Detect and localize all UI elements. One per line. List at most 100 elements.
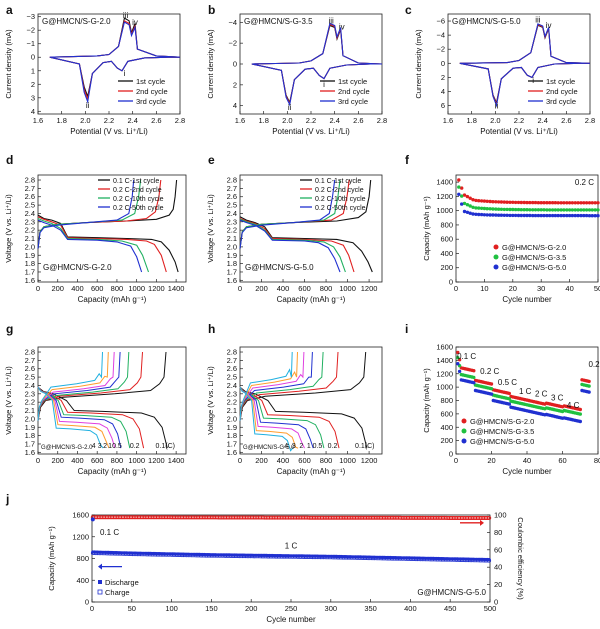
rate-label: 0.1(C) [355,443,374,450]
data-point [531,200,535,205]
data-point [531,208,535,212]
panel-label: b [208,3,215,17]
peak-label: iii [123,11,129,20]
legend-marker [98,580,102,584]
y2-tick-label: 100 [494,511,507,520]
y-tick-label: 800 [440,396,453,405]
y-tick-label: 4 [441,87,445,96]
y-tick-label: 6 [441,101,445,110]
data-point [471,205,475,209]
rate-label: 0.5 C [498,378,517,387]
x-tick-label: 2.2 [104,116,114,125]
data-point [565,201,569,205]
x-tick-label: 2.0 [80,116,90,125]
y-tick-label: 1.7 [227,267,237,276]
y-tick-label: 1400 [436,178,453,187]
rate-label: 1 C [519,387,532,396]
y-tick-label: 2.4 [25,209,35,218]
panel-label: f [405,153,410,167]
x-tick-label: 1.8 [466,116,476,125]
y-tick-label: 2.1 [25,234,35,243]
data-point [505,200,509,204]
x-axis-label: Capacity (mAh g⁻¹) [277,467,346,476]
y-tick-label: −2 [228,39,237,48]
data-point [522,208,526,212]
voltage-curve [37,219,143,273]
data-point [488,199,492,204]
panel-c: c 1.6 1.8 2.0 2.2 2.4 2.6 2.8 −6 −4 −2 0 2 4 6 Potentia… [405,3,595,136]
data-point [545,213,549,218]
data-point [578,407,582,412]
peak-label: i [123,69,125,78]
x-tick-label: 250 [285,604,298,613]
y-tick-label: 2 [233,80,237,89]
data-point [584,213,589,218]
x-tick-label: 0 [238,284,242,293]
data-point [548,201,552,205]
y-tick-label: 1.9 [25,423,35,432]
x-tick-label: 0 [454,284,458,293]
panel-label: h [208,322,215,336]
data-point [457,192,461,196]
legend-marker [493,254,499,260]
peak-label: ii [288,103,292,112]
x-tick-label: 0 [238,456,242,465]
panel-label: a [6,3,13,17]
sample-label: G@HMCN/S-G-2.0 [41,445,93,451]
data-point [462,209,467,214]
voltage-curve [37,179,135,249]
y-tick-label: 2.5 [25,373,35,382]
legend-entry: 1st cycle [338,77,367,86]
data-point [539,201,543,205]
y-axis-label: Capacity (mAh g⁻¹) [422,196,431,261]
data-point [508,200,512,204]
data-point [508,213,512,218]
data-point [590,208,594,212]
x-tick-label: 2.8 [175,116,185,125]
x-tick-label: 2.6 [561,116,571,125]
panel-j: j0 50 100 150 200 250 300 350 400 450 500040080012… [5,492,525,624]
y-tick-label: 400 [76,576,89,585]
legend-entry: G@HMCN/S-G-5.0 [502,263,566,272]
legend-marker [461,418,467,424]
data-point [539,208,543,212]
voltage-curve [37,214,179,273]
legend-entry: G@HMCN/S-G-5.0 [470,437,534,446]
peak-label: iv [546,21,552,30]
x-tick-label: 40 [565,284,573,293]
rate-label: 2 C [535,389,548,398]
y-tick-label: 2.6 [227,192,237,201]
y-tick-label: 1.6 [25,276,35,285]
data-point [562,213,566,218]
x-axis-label: Potential (V vs. Li⁺/Li) [70,127,148,136]
y2-tick-label: 0 [494,598,498,607]
y-tick-label: 400 [440,249,453,258]
panel-a: a 1.6 1.8 2.0 2.2 2.4 2.6 2.8 −3 −2 −1 0 1 2 3 4 Potenti… [4,3,185,136]
y-tick-label: 2.8 [227,348,237,357]
x-tick-label: 0 [454,456,458,465]
x-tick-label: 1000 [339,456,356,465]
data-point [460,186,464,190]
sample-label: G@HMCN/S-G-5.0 [452,17,521,26]
data-point [548,213,552,218]
data-point [460,202,464,206]
y-tick-label: 1.8 [25,259,35,268]
data-point [465,203,470,207]
legend-entry: Discharge [105,578,139,587]
y-axis-label: Capacity (mAh g⁻¹) [47,526,56,591]
x-tick-label: 350 [364,604,377,613]
y-tick-label: 2.7 [25,356,35,365]
data-point [596,208,600,212]
data-point [542,213,546,218]
data-point [472,375,476,380]
data-point [559,201,563,205]
data-point [584,201,589,205]
x-tick-label: 500 [484,604,497,613]
y-tick-label: 2.8 [25,176,35,185]
data-point [516,200,521,205]
y-tick-label: 0 [449,450,453,459]
data-point [573,201,577,205]
y-tick-label: 2.3 [25,389,35,398]
x-tick-label: 30 [537,284,545,293]
voltage-curve [37,216,167,273]
